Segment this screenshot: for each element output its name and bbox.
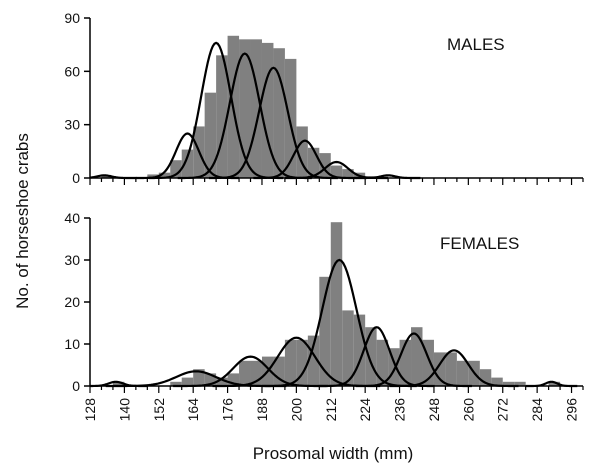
bar <box>411 327 423 386</box>
panel-label-females: FEMALES <box>440 234 519 253</box>
x-tick-label: 260 <box>460 398 476 422</box>
bar <box>548 381 561 386</box>
y-tick-label: 40 <box>64 210 80 226</box>
bar <box>193 369 205 386</box>
bar <box>250 360 262 386</box>
bar <box>307 147 320 178</box>
x-tick-label: 284 <box>529 398 545 422</box>
bar <box>204 92 217 178</box>
bar <box>216 55 228 178</box>
y-tick-label: 0 <box>72 170 80 186</box>
bar <box>365 327 377 386</box>
x-tick-label: 176 <box>220 398 236 422</box>
bar <box>273 356 285 386</box>
x-tick-label: 248 <box>426 398 442 422</box>
x-tick-label: 212 <box>323 398 339 422</box>
y-tick-label: 30 <box>64 117 80 133</box>
bar <box>158 172 171 178</box>
bar <box>170 160 182 178</box>
x-tick-label: 188 <box>254 398 270 422</box>
x-tick-label: 152 <box>151 398 167 422</box>
bar <box>250 39 262 178</box>
bar <box>204 373 217 386</box>
bar <box>330 222 343 386</box>
bar <box>502 381 515 386</box>
fit-curve <box>149 41 284 180</box>
bar <box>342 169 354 178</box>
bar <box>319 276 331 386</box>
bar <box>353 314 366 386</box>
fit-curve <box>261 258 417 388</box>
bar <box>273 48 285 178</box>
x-tick-label: 224 <box>357 398 373 422</box>
bar <box>147 174 159 178</box>
bar <box>376 339 389 386</box>
bar <box>456 360 469 386</box>
y-tick-label: 20 <box>64 294 80 310</box>
bar <box>216 377 228 386</box>
bar <box>170 381 182 386</box>
y-tick-label: 90 <box>64 10 80 26</box>
y-tick-label: 60 <box>64 63 80 79</box>
bar <box>239 360 251 386</box>
males-bars <box>101 35 377 178</box>
bar <box>181 149 194 178</box>
bar <box>422 339 434 386</box>
bar <box>101 176 113 178</box>
bar <box>388 348 400 386</box>
bar <box>296 126 308 178</box>
bar <box>399 339 412 386</box>
bar <box>491 377 503 386</box>
y-tick-label: 10 <box>64 336 80 352</box>
panel-males: 0 30 60 90 MALES <box>64 10 584 186</box>
bar <box>479 369 492 386</box>
x-tick-label: 272 <box>495 398 511 422</box>
females-axes: 0 10 20 30 40 <box>64 210 584 394</box>
x-axis-title: Prosomal width (mm) <box>253 444 414 463</box>
panel-females: 0 10 20 30 40 FEMALES <box>64 210 584 394</box>
x-tick-label: 200 <box>288 398 304 422</box>
bar <box>445 352 457 386</box>
fit-curve <box>177 52 312 180</box>
y-tick-label: 0 <box>72 378 80 394</box>
y-axis-title: No. of horseshoe crabs <box>13 133 32 309</box>
bar <box>342 310 354 386</box>
males-axes: 0 30 60 90 <box>64 10 584 186</box>
y-tick-label: 30 <box>64 252 80 268</box>
bar <box>181 377 194 386</box>
bar <box>296 339 308 386</box>
bar <box>112 381 125 386</box>
fit-curve <box>208 66 338 180</box>
bar <box>227 373 240 386</box>
x-tick-labels: 128 140 152 164 176 188 200 212 224 236 248 260 272 2… <box>82 398 580 422</box>
x-tick-label: 296 <box>564 398 580 422</box>
bar <box>319 153 331 178</box>
bar <box>330 165 343 178</box>
bar <box>239 39 251 178</box>
x-tick-label: 236 <box>392 398 408 422</box>
x-tick-label: 128 <box>82 398 98 422</box>
bar <box>284 339 297 386</box>
bar <box>433 352 446 386</box>
x-tick-label: 164 <box>185 398 201 422</box>
bar <box>284 58 297 178</box>
bar <box>261 42 274 178</box>
bar <box>307 335 320 386</box>
x-tick-label: 140 <box>116 398 132 422</box>
bar <box>514 381 526 386</box>
panel-label-males: MALES <box>447 35 505 54</box>
